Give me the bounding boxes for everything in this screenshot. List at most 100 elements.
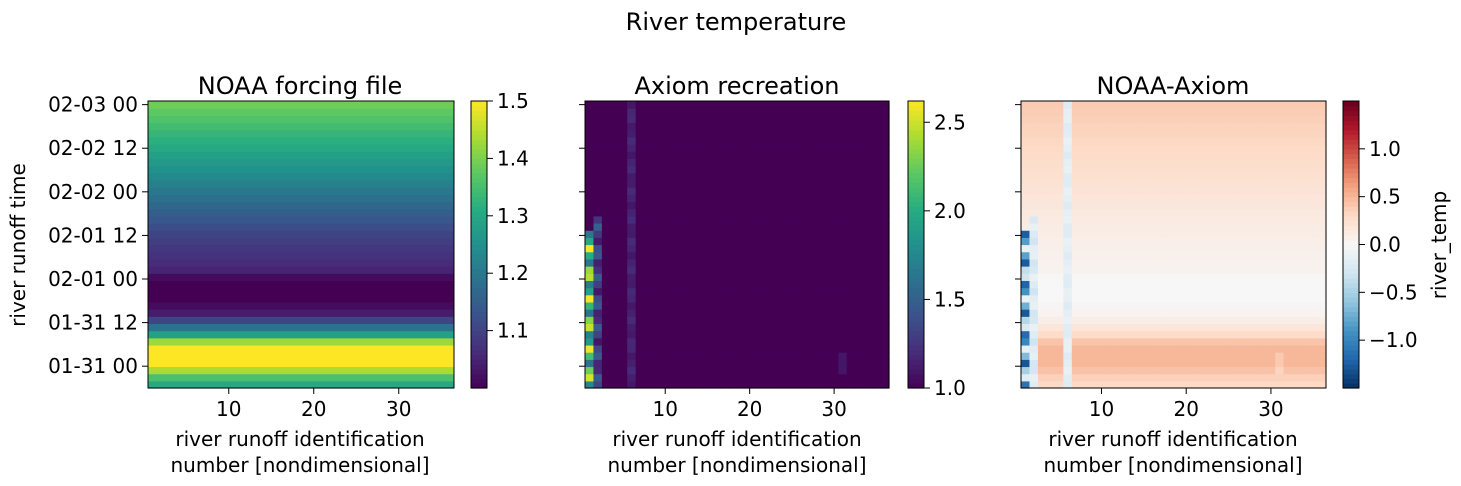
heatmap-cell (1071, 101, 1081, 109)
heatmap-cell (661, 122, 671, 131)
heatmap-cell (863, 101, 873, 109)
heatmap-cell (1292, 330, 1302, 339)
heatmap-cell (863, 187, 873, 195)
heatmap-cell (813, 244, 823, 253)
heatmap-cell (661, 294, 671, 303)
colorbar-segment (1343, 167, 1359, 174)
heatmap-cell (1173, 165, 1183, 174)
heatmap-cell (652, 151, 662, 159)
heatmap-cell (1105, 266, 1115, 274)
heatmap-cell (1241, 273, 1251, 281)
heatmap-cell (1046, 144, 1056, 152)
heatmap-cell (872, 194, 882, 203)
heatmap-cell (1165, 136, 1175, 145)
heatmap-cell (703, 366, 713, 375)
heatmap-cell (1097, 337, 1107, 346)
heatmap-cell (1021, 158, 1031, 167)
heatmap-cell (703, 280, 713, 289)
heatmap-cell (762, 273, 772, 281)
heatmap-cell (148, 337, 454, 346)
heatmap-cell (635, 323, 645, 332)
heatmap-cell (1198, 165, 1208, 174)
heatmap-cell (593, 122, 603, 131)
heatmap-cell (779, 330, 789, 339)
heatmap-cell (1232, 108, 1242, 116)
heatmap-cell (601, 208, 611, 217)
heatmap-cell (838, 309, 848, 317)
heatmap-cell (804, 222, 814, 231)
heatmap-cell (677, 294, 687, 303)
heatmap-cell (686, 373, 696, 382)
colorbar-segment (908, 115, 924, 121)
heatmap-cell (1300, 144, 1310, 152)
colorbar-segment (471, 383, 487, 389)
heatmap-cell (787, 251, 797, 260)
x-axis-label-line-1: river runoff identification (175, 427, 424, 451)
heatmap-cell (1105, 323, 1115, 332)
heatmap-cell (661, 273, 671, 281)
heatmap-cell (610, 129, 620, 138)
heatmap-cell (762, 101, 772, 109)
heatmap-cell (703, 244, 713, 253)
heatmap-cell (1080, 280, 1090, 289)
heatmap-cell (1071, 373, 1081, 382)
heatmap-cell (1021, 115, 1031, 124)
colorbar-tick-label: 0.0 (1369, 233, 1401, 257)
colorbar-segment (908, 182, 924, 188)
heatmap-cell (669, 136, 679, 145)
heatmap-cell (1071, 165, 1081, 174)
heatmap-cell (1165, 151, 1175, 159)
colorbar-segment (908, 148, 924, 155)
heatmap-cell (635, 230, 645, 238)
heatmap-cell (1198, 101, 1208, 109)
heatmap-cell (1114, 373, 1124, 382)
colorbar-segment (1343, 129, 1359, 136)
heatmap-cell (694, 344, 704, 353)
heatmap-cell (779, 136, 789, 145)
heatmap-cell (1258, 309, 1268, 317)
heatmap-cell (1224, 337, 1234, 346)
heatmap-cell (1181, 136, 1192, 145)
heatmap-cell (779, 352, 789, 360)
heatmap-cell (872, 323, 882, 332)
heatmap-cell (1037, 266, 1048, 274)
heatmap-cell (855, 101, 865, 109)
heatmap-cell (1021, 151, 1031, 159)
heatmap-cell (1173, 230, 1183, 238)
heatmap-cell (677, 208, 687, 217)
heatmap-cell (838, 187, 848, 195)
heatmap-cell (1215, 115, 1225, 124)
heatmap-cell (753, 309, 763, 317)
heatmap-cell (618, 172, 628, 181)
heatmap-cell (1088, 194, 1098, 203)
colorbar-segment (471, 378, 487, 384)
heatmap-cell (1054, 287, 1064, 296)
heatmap-cell (1037, 280, 1048, 289)
heatmap-cell (669, 129, 679, 138)
heatmap-cell (1300, 323, 1310, 332)
heatmap-cell (863, 237, 873, 246)
heatmap-cell (728, 165, 738, 174)
colorbar-segment (908, 277, 924, 284)
heatmap-cell (1054, 366, 1064, 375)
heatmap-cell (863, 330, 873, 339)
colorbar-segment (1343, 359, 1359, 365)
heatmap-cell (711, 258, 721, 267)
heatmap-cell (1266, 330, 1276, 339)
heatmap-cell (1114, 309, 1124, 317)
heatmap-cell (728, 179, 738, 188)
heatmap-cell (1232, 165, 1242, 174)
heatmap-cell (787, 359, 797, 368)
heatmap-cell (686, 108, 696, 116)
heatmap-cell (661, 323, 671, 332)
heatmap-cell (686, 208, 696, 217)
colorbar-segment (471, 344, 487, 351)
heatmap-cell (1300, 359, 1310, 368)
heatmap-cell (1029, 344, 1039, 353)
heatmap-cell (1249, 122, 1259, 131)
heatmap-cell (1198, 266, 1208, 274)
heatmap-cell (720, 215, 730, 224)
heatmap-cell (745, 230, 755, 238)
heatmap-cell (1071, 273, 1081, 281)
heatmap-cell (1088, 144, 1098, 152)
